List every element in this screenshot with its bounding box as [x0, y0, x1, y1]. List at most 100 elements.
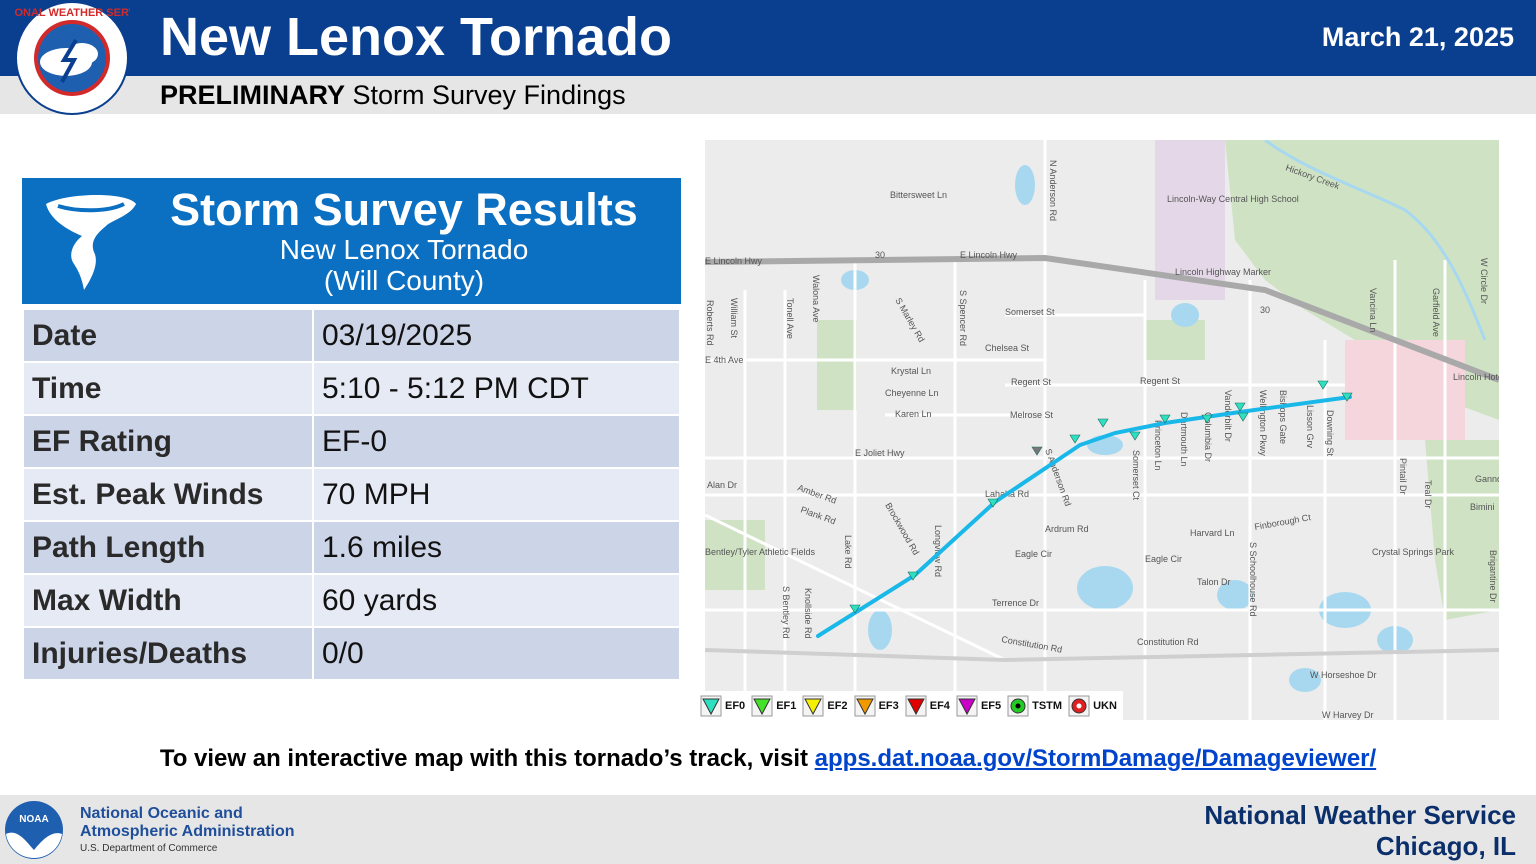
map-label: Knollside Rd [803, 588, 813, 639]
map-label: Lake Rd [843, 535, 853, 569]
row-value: 60 yards [312, 573, 681, 628]
legend-label: EF2 [827, 699, 848, 712]
map-label: Bittersweet Ln [890, 190, 947, 200]
map-label: Wellington Pkwy [1258, 390, 1268, 456]
map-label: E Joliet Hwy [855, 448, 905, 458]
map-label: Vanderbilt Dr [1223, 390, 1233, 442]
damage-point-marker[interactable] [1069, 434, 1081, 444]
damage-point-marker[interactable] [1159, 414, 1171, 424]
map-label: Roberts Rd [705, 300, 715, 346]
nws-logo-icon: NATIONAL WEATHER SERVICE [14, 1, 130, 115]
row-label: Injuries/Deaths [22, 626, 314, 681]
map-label: Alan Dr [707, 480, 737, 490]
row-value: 70 MPH [312, 467, 681, 522]
athletic-fields [705, 520, 765, 590]
damage-point-marker[interactable] [1129, 431, 1141, 441]
logo-text: NATIONAL WEATHER SERVICE [14, 7, 130, 19]
page-subtitle: PRELIMINARY Storm Survey Findings [160, 80, 626, 111]
damage-point-marker[interactable] [1237, 412, 1249, 422]
legend-label: TSTM [1032, 699, 1063, 712]
noaa-name: National Oceanic and Atmospheric Administ… [80, 805, 295, 841]
map-label: Eagle Cir [1145, 554, 1182, 564]
damage-point-marker[interactable] [1234, 402, 1246, 412]
map-label: W Harvey Dr [1322, 710, 1374, 720]
map-label: Regent St [1011, 377, 1052, 387]
table-row: Max Width 60 yards [22, 573, 681, 628]
pond [1289, 668, 1321, 692]
map-label: Somerset Ct [1131, 450, 1141, 501]
tornado-track[interactable] [816, 395, 1352, 638]
damage-point-marker[interactable] [1201, 414, 1213, 424]
visit-prefix: To view an interactive map with this tor… [159, 745, 815, 772]
map-label: S Spencer Rd [958, 290, 968, 346]
map-label: Lisson Grv [1305, 405, 1315, 449]
page-title: New Lenox Tornado [160, 7, 673, 67]
noaa-department: U.S. Department of Commerce [80, 843, 218, 854]
legend-symbol-icon [1007, 695, 1029, 716]
legend-label: EF0 [725, 699, 746, 712]
pond [1015, 165, 1035, 205]
legend-symbol-icon [700, 695, 722, 716]
table-row: EF Rating EF-0 [22, 414, 681, 469]
noaa-name-line2: Atmospheric Administration [80, 823, 295, 840]
map-label: Cheyenne Ln [885, 388, 939, 398]
map-label: Constitution Rd [1137, 637, 1199, 647]
legend-symbol-icon [905, 695, 927, 716]
map-label: S Schoolhouse Rd [1248, 542, 1258, 617]
legend-symbol-icon [854, 695, 876, 716]
legend-label: EF4 [929, 699, 950, 712]
subtitle-rest: Storm Survey Findings [345, 80, 626, 110]
office-line2: Chicago, IL [1375, 831, 1516, 861]
damage-point-marker[interactable] [1317, 380, 1329, 390]
map-label: Lincoln Hotel/Old Brick Tavern [1453, 372, 1499, 382]
damage-point-marker[interactable] [907, 571, 919, 581]
map-label: Talon Dr [1197, 577, 1231, 587]
pond [1171, 303, 1199, 327]
legend-item-ef3: EF3 [854, 695, 899, 717]
noaa-logo-text: NOAA [19, 814, 48, 825]
survey-results-table: Date 03/19/2025 Time 5:10 - 5:12 PM CDT EF… [22, 308, 681, 681]
map-canvas[interactable]: Bittersweet Ln N Anderson Rd Lincoln-Way C… [705, 140, 1499, 720]
legend-item-ef0: EF0 [700, 695, 745, 717]
map-label: E Lincoln Hwy [705, 256, 763, 266]
pond [1077, 566, 1133, 610]
map-label: Pintail Dr [1398, 458, 1408, 495]
legend-symbol-icon [802, 695, 824, 716]
subheader-bar [0, 76, 1536, 114]
legend-item-ef1: EF1 [751, 695, 796, 717]
table-row: Injuries/Deaths 0/0 [22, 626, 681, 681]
damage-point-marker[interactable] [1031, 446, 1043, 456]
map-label: Eagle Cir [1015, 549, 1052, 559]
footer-bar [0, 795, 1536, 864]
survey-results-title: Storm Survey Results [170, 184, 638, 235]
damage-point-marker[interactable] [849, 604, 861, 614]
damage-point-marker[interactable] [1341, 392, 1353, 402]
map-label: Lincoln Highway Marker [1175, 267, 1271, 277]
map-label: Somerset St [1005, 307, 1055, 317]
map-label: Longview Rd [933, 525, 943, 577]
damage-point-marker[interactable] [1097, 418, 1109, 428]
row-value: 0/0 [312, 626, 681, 681]
legend-symbol-icon [751, 695, 773, 716]
legend-label: EF3 [878, 699, 899, 712]
map-label: Tonell Ave [785, 298, 795, 339]
report-date: March 21, 2025 [1321, 22, 1514, 52]
row-label: Path Length [22, 520, 314, 575]
hickory-creek [1264, 140, 1487, 341]
commercial-area [1345, 340, 1465, 440]
map-label: Harvard Ln [1190, 528, 1235, 538]
survey-results-subtitle: New Lenox Tornado (Will County) [164, 234, 644, 296]
map-label: Princeton Ln [1153, 420, 1163, 471]
damage-viewer-link[interactable]: apps.dat.noaa.gov/StormDamage/Damageview… [814, 745, 1377, 772]
constitution-rd [705, 648, 1499, 663]
legend-label: EF1 [776, 699, 797, 712]
us-30-highway [705, 254, 1499, 383]
map-label: S Bentley Rd [781, 586, 791, 639]
map-label: 30 [875, 250, 885, 260]
row-value: 5:10 - 5:12 PM CDT [312, 361, 681, 416]
damage-point-marker[interactable] [987, 498, 999, 508]
tornado-track-map[interactable]: Bittersweet Ln N Anderson Rd Lincoln-Way C… [705, 140, 1499, 720]
noaa-logo-icon: NOAA [5, 801, 63, 859]
row-value: 1.6 miles [312, 520, 681, 575]
map-label: Ardrum Rd [1045, 524, 1089, 534]
